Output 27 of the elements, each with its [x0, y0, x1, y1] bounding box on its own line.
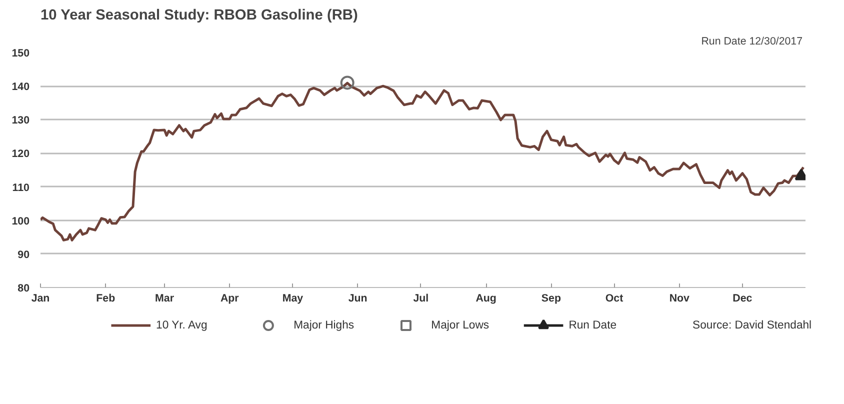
y-tick-label: 90 — [18, 248, 30, 261]
x-tick-label: Mar — [155, 292, 174, 304]
x-tick-label: Sep — [541, 292, 562, 304]
x-tick-label: Aug — [476, 292, 496, 304]
x-tick-label: Apr — [220, 292, 239, 304]
y-tick-label: 100 — [12, 215, 30, 228]
x-tick-label: Jan — [31, 292, 50, 304]
y-tick-label: 80 — [18, 282, 30, 294]
chart-title: 10 Year Seasonal Study: RBOB Gasoline (RB) — [40, 8, 358, 24]
y-tick-label: 130 — [12, 114, 30, 127]
x-tick-label: Oct — [605, 292, 624, 304]
x-tick-label: Jun — [348, 292, 368, 304]
x-tick-label: Feb — [96, 292, 116, 304]
x-tick-label: Nov — [669, 292, 690, 304]
x-tick-label: Jul — [413, 292, 429, 304]
y-tick-label: 150 — [12, 48, 30, 60]
legend-label: 10 Yr. Avg — [156, 320, 208, 332]
y-tick-label: 120 — [12, 148, 30, 160]
legend-label: Major Lows — [431, 320, 490, 332]
legend-label: Major Highs — [294, 320, 354, 332]
y-tick-label: 140 — [12, 81, 30, 94]
source-note: Source: David Stendahl — [692, 320, 812, 332]
x-tick-label: May — [282, 292, 304, 304]
legend-label: Run Date — [568, 320, 617, 332]
y-tick-label: 110 — [12, 182, 30, 194]
text: Run Date 12/30/2017 — [701, 36, 803, 48]
x-tick-label: Dec — [732, 292, 752, 304]
